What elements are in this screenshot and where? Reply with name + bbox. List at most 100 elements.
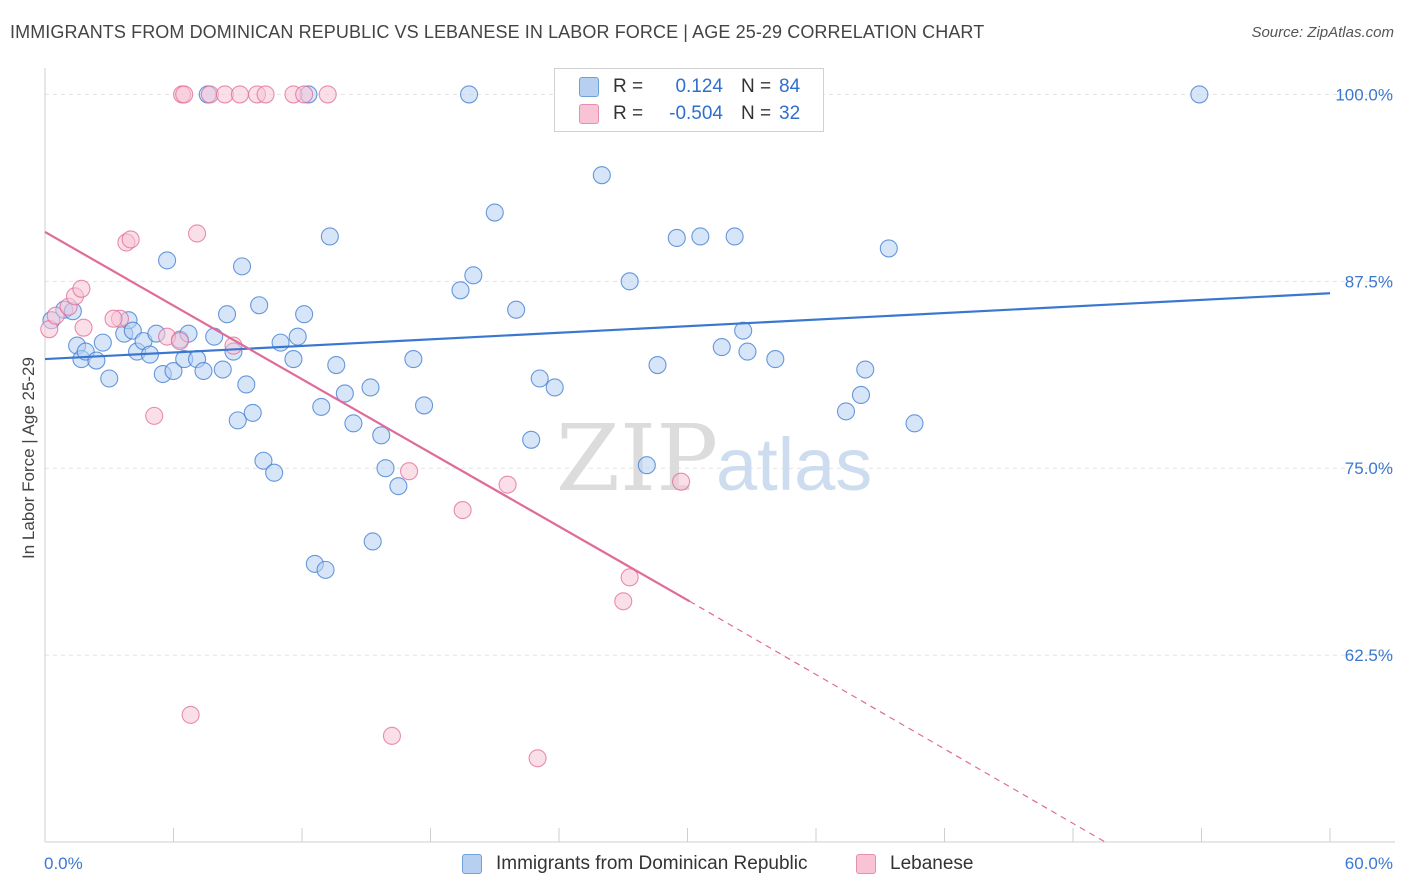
blue-data-point (295, 305, 314, 324)
pink-data-point (104, 309, 123, 328)
blue-data-point (250, 296, 269, 315)
pink-data-point (170, 332, 189, 351)
tick-labels: 62.5% 75.0% 87.5% 100.0% 0.0% 60.0% (44, 85, 1393, 873)
legend-r-label: R = (613, 103, 644, 124)
y-axis-label: In Labor Force | Age 25-29 (19, 357, 38, 559)
legend-r-label: R = (613, 76, 644, 97)
pink-data-point (46, 306, 65, 325)
pink-data-point (145, 406, 164, 425)
pink-data-point (121, 230, 140, 249)
blue-data-point (243, 403, 262, 422)
blue-data-point (851, 385, 871, 405)
blue-data-point (271, 333, 290, 352)
bottom-legend-swatch-pink (856, 854, 876, 874)
pink-data-point (256, 85, 275, 104)
blue-trend-line (44, 292, 1331, 361)
blue-data-point (766, 350, 785, 369)
blue-data-point (464, 266, 483, 285)
pink-data-point (400, 462, 419, 481)
bottom-legend-label-pink: Lebanese (890, 853, 974, 874)
correlation-legend: R = 0.124 N = 84 R = -0.504 N = 32 (554, 68, 824, 132)
legend-n-label: N = (741, 76, 772, 97)
pink-data-point (295, 85, 314, 104)
legend-r-value-pink: -0.504 (669, 103, 723, 124)
blue-data-point (530, 369, 549, 388)
blue-data-point (363, 532, 382, 551)
blue-data-point (592, 166, 611, 185)
blue-data-point (205, 327, 224, 346)
blue-data-point (667, 228, 686, 248)
blue-data-point (217, 305, 237, 324)
watermark: ZIP atlas (556, 405, 872, 512)
y-tick-label: 100.0% (1335, 85, 1393, 104)
pink-data-point (620, 568, 639, 587)
x-tick-label-max: 60.0% (1345, 854, 1393, 873)
blue-data-point (905, 414, 924, 433)
pink-data-point (453, 501, 472, 520)
x-tick-label-min: 0.0% (44, 854, 83, 873)
grid-lines (45, 93, 1395, 656)
blue-data-point (213, 360, 232, 379)
bottom-legend-pink: Lebanese (856, 852, 973, 876)
trend-lines (44, 231, 1331, 843)
blue-data-point (237, 375, 256, 394)
pink-data-point (175, 85, 194, 104)
blue-data-point (545, 378, 564, 397)
legend-n-value-blue: 84 (779, 76, 801, 97)
blue-data-point (725, 227, 744, 246)
blue-data-point (648, 355, 667, 375)
legend-r-value-blue: 0.124 (675, 76, 723, 97)
blue-data-point (1190, 85, 1209, 104)
blue-data-point (415, 396, 434, 415)
blue-data-point (620, 272, 639, 291)
pink-data-point (188, 224, 207, 243)
chart-title: IMMIGRANTS FROM DOMINICAN REPUBLIC VS LE… (10, 22, 985, 42)
blue-data-point (312, 397, 331, 416)
blue-data-point (327, 355, 346, 375)
pink-data-point (528, 749, 547, 768)
pink-data-point (181, 705, 200, 724)
blue-data-point (879, 239, 898, 258)
blue-data-point (372, 426, 391, 445)
blue-data-point (361, 378, 380, 397)
blue-data-point (376, 459, 395, 478)
blue-data-point (100, 369, 119, 388)
blue-data-point (738, 342, 757, 361)
pink-data-point (498, 475, 517, 494)
blue-data-point (164, 361, 183, 381)
y-tick-label: 87.5% (1345, 272, 1393, 291)
blue-data-point (284, 350, 303, 369)
axes (44, 68, 1395, 843)
blue-data-point (522, 430, 541, 449)
blue-data-point (389, 477, 408, 496)
blue-data-point (836, 402, 856, 421)
scatter-points (40, 85, 1209, 768)
blue-data-point (451, 281, 470, 300)
blue-data-point (344, 414, 363, 433)
blue-data-point (691, 227, 710, 246)
bottom-legend-blue: Immigrants from Dominican Republic (462, 852, 808, 876)
blue-data-point (265, 463, 284, 482)
blue-data-point (459, 85, 479, 104)
bottom-legend-label-blue: Immigrants from Dominican Republic (496, 853, 808, 874)
bottom-legend-swatch-blue (462, 854, 482, 874)
pink-data-point (672, 472, 691, 491)
blue-data-point (485, 203, 504, 222)
legend-n-value-pink: 32 (779, 103, 801, 124)
blue-data-point (254, 451, 273, 470)
source-label: Source: ZipAtlas.com (1251, 24, 1394, 41)
legend-row-blue: R = 0.124 N = 84 (579, 75, 800, 99)
pink-data-point (74, 318, 93, 337)
pink-data-point (72, 279, 91, 298)
blue-data-point (734, 321, 753, 340)
blue-data-point (637, 456, 656, 475)
blue-data-point (404, 350, 423, 369)
blue-data-point (93, 333, 112, 352)
pink-data-point (318, 85, 337, 104)
blue-data-point (87, 351, 106, 370)
y-tick-label: 75.0% (1345, 459, 1393, 478)
blue-data-point (316, 560, 335, 579)
blue-data-point (856, 360, 875, 379)
pink-data-point (614, 592, 633, 611)
